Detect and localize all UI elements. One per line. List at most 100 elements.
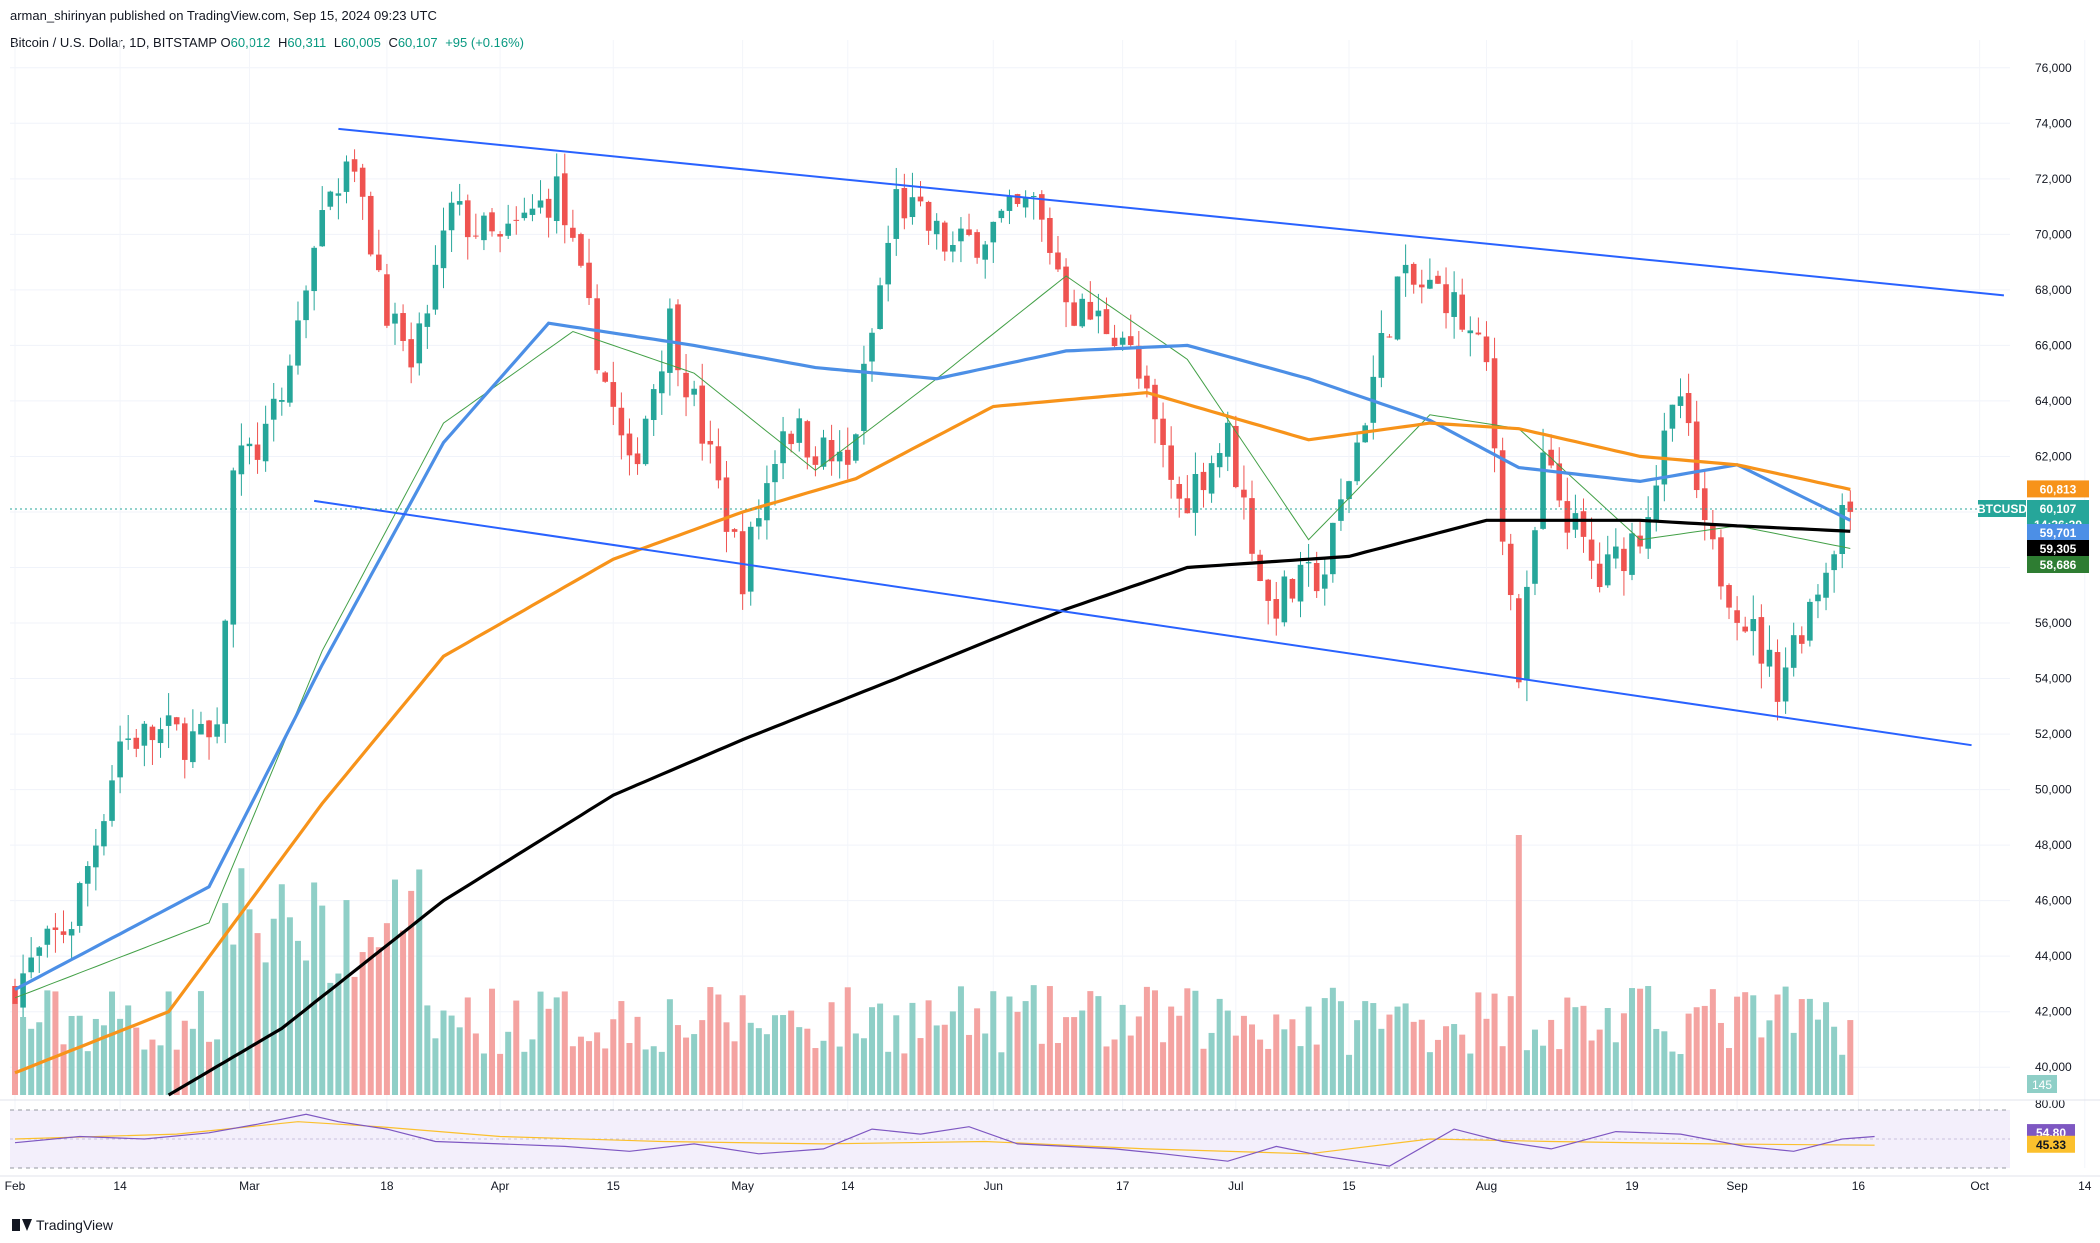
candle-body xyxy=(1475,332,1482,335)
candle-body xyxy=(311,247,317,292)
volume-bar xyxy=(885,1051,892,1095)
volume-bar xyxy=(1709,989,1716,1095)
volume-bar xyxy=(448,1015,455,1095)
volume-bar xyxy=(634,1016,641,1095)
candle-body xyxy=(909,197,916,218)
volume-bar xyxy=(246,909,253,1095)
volume-bar xyxy=(149,1039,156,1095)
volume-bar xyxy=(545,1008,552,1095)
volume-bar xyxy=(731,1041,738,1095)
candle-body xyxy=(1750,619,1757,632)
price-axis-badge xyxy=(2027,556,2089,574)
volume-bar xyxy=(238,868,245,1095)
candle-body xyxy=(270,398,277,420)
volume-bar xyxy=(1418,1019,1425,1095)
candle-body xyxy=(570,227,576,238)
volume-bar xyxy=(278,884,285,1095)
tradingview-logo[interactable]: TradingView xyxy=(12,1217,113,1233)
candle-body xyxy=(1394,276,1401,340)
volume-bar xyxy=(327,982,334,1095)
y-tick-label: 66,000 xyxy=(2035,338,2072,352)
x-tick-label: May xyxy=(731,1179,754,1193)
candle-body xyxy=(1233,425,1239,488)
volume-bar xyxy=(860,1038,867,1095)
volume-bar xyxy=(1289,1019,1296,1095)
candle-body xyxy=(400,313,406,341)
candle-body xyxy=(238,445,245,475)
candle-body xyxy=(101,821,107,847)
candle-body xyxy=(513,219,520,221)
candle-body xyxy=(1847,501,1854,512)
moving-average-line xyxy=(14,275,1851,999)
volume-bar xyxy=(1378,1028,1385,1095)
volume-bar xyxy=(1095,996,1102,1095)
candle-body xyxy=(537,200,544,208)
candle-body xyxy=(820,437,827,467)
volume-bar xyxy=(1742,992,1749,1095)
volume-bar xyxy=(92,1018,99,1095)
volume-bar xyxy=(1313,1044,1320,1095)
volume-bar xyxy=(642,1049,649,1095)
volume-bar xyxy=(1612,1042,1619,1095)
volume-bar xyxy=(1119,1004,1126,1095)
candle-body xyxy=(1249,498,1255,554)
volume-bar xyxy=(1321,998,1328,1095)
candle-body xyxy=(1144,375,1150,389)
volume-bar xyxy=(1693,1007,1700,1095)
volume-bar xyxy=(828,1002,835,1095)
candle-body xyxy=(1241,489,1247,498)
volume-bar xyxy=(561,991,568,1095)
candle-body xyxy=(1443,284,1449,314)
close-value: 60,107 xyxy=(397,35,438,50)
volume-bar xyxy=(456,1027,463,1095)
candle-body xyxy=(456,201,463,205)
candle-body xyxy=(675,304,681,371)
candle-body xyxy=(335,193,342,196)
volume-bar xyxy=(1531,1029,1538,1095)
candle-body xyxy=(1823,572,1829,598)
candle-body xyxy=(1063,266,1069,303)
volume-bar xyxy=(1653,1028,1660,1095)
candle-body xyxy=(958,228,964,242)
candle-body xyxy=(1330,522,1336,575)
candle-body xyxy=(715,446,722,481)
volume-bar xyxy=(100,1025,107,1095)
candle-body xyxy=(1507,543,1514,596)
candle-body xyxy=(1346,481,1352,500)
candle-body xyxy=(950,244,956,252)
candle-body xyxy=(1782,667,1789,702)
volume-bar xyxy=(1224,1010,1231,1095)
candle-body xyxy=(1613,546,1619,559)
price-axis-badge xyxy=(2027,500,2089,518)
candle-body xyxy=(1653,485,1660,521)
volume-bar xyxy=(1434,1039,1441,1095)
candle-body xyxy=(990,221,997,243)
candle-body xyxy=(1726,585,1732,608)
candle-body xyxy=(246,443,253,447)
x-tick-label: Feb xyxy=(5,1179,26,1193)
candle-body xyxy=(1055,252,1061,270)
volume-bar xyxy=(36,1022,43,1095)
volume-bar xyxy=(1087,991,1094,1095)
candle-body xyxy=(1216,453,1223,468)
volume-bar xyxy=(1588,1040,1595,1095)
volume-bar xyxy=(165,991,172,1095)
candle-body xyxy=(1136,345,1142,379)
candle-body xyxy=(214,724,220,737)
candle-body xyxy=(610,382,617,407)
volume-bar xyxy=(982,1033,989,1095)
candle-body xyxy=(1192,474,1199,513)
candle-body xyxy=(804,421,811,458)
volume-bar xyxy=(286,917,293,1095)
change-value: +95 (+0.16%) xyxy=(445,35,524,50)
candle-body xyxy=(1451,292,1457,317)
candle-body xyxy=(707,440,714,445)
candle-body xyxy=(287,365,293,403)
candle-body xyxy=(52,927,59,930)
volume-bar xyxy=(1160,1042,1167,1095)
candle-body xyxy=(861,363,867,431)
volume-bar xyxy=(351,976,358,1095)
candle-body xyxy=(1297,564,1304,602)
candle-body xyxy=(529,208,536,215)
